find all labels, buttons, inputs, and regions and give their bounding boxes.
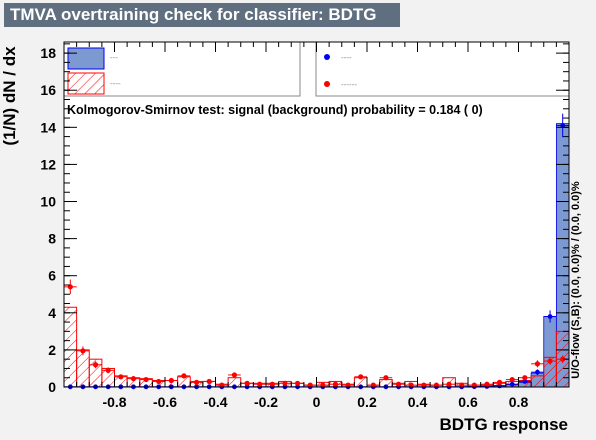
background-test-point: [105, 367, 111, 373]
background-test-point: [257, 381, 263, 387]
x-tick-label: -0.2: [254, 394, 278, 410]
background-test-point: [370, 382, 376, 388]
x-tick-label: -0.8: [102, 394, 126, 410]
background-test-point: [484, 381, 490, 387]
background-test-point: [383, 375, 389, 381]
background-test-point: [206, 378, 212, 385]
chart-title: TMVA overtraining check for classifier: …: [4, 3, 400, 27]
background-test-point: [395, 381, 402, 387]
background-test-point: [219, 382, 225, 388]
background-test-point: [433, 382, 440, 388]
signal-test-point: [547, 314, 553, 319]
background-test-point: [446, 381, 452, 387]
y-tick-label: 12: [40, 156, 56, 172]
background-test-point: [459, 382, 465, 388]
background-test-point: [193, 379, 200, 385]
background-test-point: [92, 362, 99, 368]
background-test-point: [130, 376, 137, 382]
background-test-point: [496, 379, 503, 385]
legend-label-background-test: ------: [341, 80, 357, 89]
background-test-point: [320, 382, 326, 388]
background-test-point: [168, 377, 174, 384]
signal-test-point: [535, 369, 540, 375]
legend-label-background-train: ----: [110, 79, 121, 88]
background-test-point: [231, 372, 238, 378]
background-test-point: [282, 380, 288, 386]
background-test-point: [244, 380, 250, 386]
legend-marker-background-test: [324, 81, 330, 87]
background-test-point: [471, 382, 477, 388]
y-tick-label: 14: [40, 119, 56, 135]
x-tick-label: -0.6: [153, 394, 177, 410]
background-test-point: [156, 378, 162, 385]
background-test-point: [294, 380, 301, 386]
legend-swatch-signal-train: [67, 47, 105, 70]
y-tick-label: 0: [48, 379, 56, 395]
x-axis-label: BDTG response: [439, 415, 568, 434]
background-test-points: [64, 279, 569, 388]
background-test-point: [547, 358, 553, 364]
background-test-point: [522, 375, 528, 381]
plot-frame-bg: [64, 42, 569, 387]
x-tick-label: 0.6: [458, 394, 478, 410]
y-tick-label: 6: [48, 268, 56, 284]
background-test-point: [345, 382, 351, 388]
background-test-point: [534, 361, 541, 367]
signal-test-point: [560, 123, 566, 128]
x-tick-label: 0.8: [509, 394, 529, 410]
background-test-point: [358, 374, 364, 380]
y-tick-label: 18: [40, 45, 56, 61]
background-test-point: [408, 382, 414, 388]
background-test-point: [332, 381, 339, 387]
legend-label-signal-train: ---: [110, 53, 118, 62]
ks-test-text: Kolmogorov-Smirnov test: signal (backgro…: [67, 103, 483, 117]
background-train-bar: [63, 306, 78, 388]
background-test-point: [269, 381, 275, 387]
background-test-point: [181, 373, 187, 379]
background-test-point: [509, 376, 515, 383]
y-tick-label: 2: [48, 342, 56, 358]
legend-swatch-background-train: [67, 72, 105, 95]
x-tick-label: 0.2: [357, 394, 377, 410]
legend-marker-signal-test: [324, 54, 330, 60]
background-train-bar: [76, 349, 90, 388]
x-tick-label: 0: [313, 394, 321, 410]
y-tick-label: 4: [48, 305, 56, 321]
y-tick-label: 10: [40, 194, 56, 210]
background-test-point: [143, 376, 149, 383]
background-test-point: [421, 382, 427, 388]
axes: -0.8 -0.6 -0.4 -0.2 0 0.2 0.4 0.6 0.8 0 2 4 6 8 10 12 14…: [40, 42, 570, 410]
legend-label-signal-test: ----: [341, 53, 352, 62]
y-tick-label: 8: [48, 231, 56, 247]
y-tick-label: 16: [40, 82, 56, 98]
background-test-point: [80, 348, 86, 354]
background-test-point: [118, 374, 124, 380]
background-test-point: [560, 356, 566, 362]
background-test-point: [307, 382, 313, 388]
x-tick-label: 0.4: [408, 394, 428, 410]
signal-test-point: [509, 381, 515, 387]
background-test-point: [67, 284, 73, 290]
signal-test-point: [522, 379, 528, 384]
x-tick-label: -0.4: [203, 394, 227, 410]
background-train-bar: [530, 375, 545, 388]
